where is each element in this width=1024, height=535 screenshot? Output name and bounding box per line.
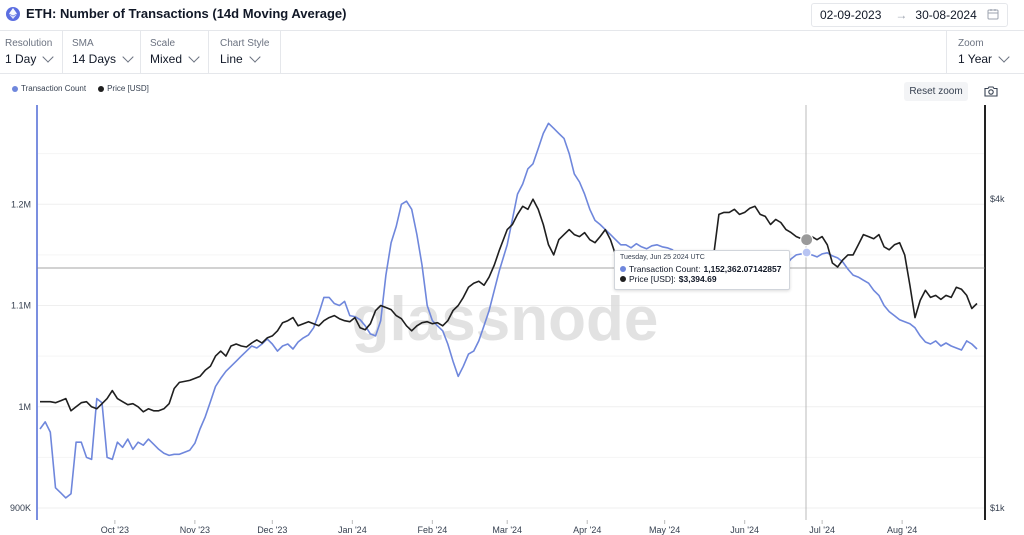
page-title: ETH: Number of Transactions (14d Moving … <box>26 6 347 21</box>
x-tick-label: Jun '24 <box>730 525 759 535</box>
reset-zoom-button[interactable]: Reset zoom <box>904 82 968 101</box>
chart-style-value: Line <box>220 52 243 66</box>
date-from[interactable]: 02-09-2023 <box>820 8 882 22</box>
calendar-icon[interactable] <box>987 8 999 20</box>
y-right-tick-label: $4k <box>990 194 1005 204</box>
sma-label: SMA <box>72 38 94 49</box>
scale-control[interactable]: Scale Mixed <box>140 31 209 73</box>
chart-style-control[interactable]: Chart Style Line <box>208 31 281 73</box>
tooltip-price-value: $3,394.69 <box>678 274 717 284</box>
date-range-picker[interactable]: 02-09-2023 → 30-08-2024 <box>811 3 1008 27</box>
scale-value: Mixed <box>150 52 183 66</box>
arrow-right-icon: → <box>895 8 908 22</box>
sma-value: 14 Days <box>72 52 117 66</box>
chart-style-label: Chart Style <box>220 38 270 49</box>
sma-select[interactable]: 14 Days <box>72 51 134 66</box>
title-wrap: ETH: Number of Transactions (14d Moving … <box>6 6 346 21</box>
tooltip-dot-icon <box>620 276 626 282</box>
series-line-transactions <box>39 122 978 499</box>
legend-item-price[interactable]: Price [USD] <box>98 84 149 93</box>
chevron-down-icon <box>998 51 1010 63</box>
scale-label: Scale <box>150 38 176 49</box>
tooltip-tx-label: Transaction Count: <box>629 264 701 274</box>
series-line-price <box>40 198 978 413</box>
x-tick-label: Apr '24 <box>573 525 601 535</box>
x-tick-label: Nov '23 <box>180 525 210 535</box>
watermark: glassnode <box>352 285 659 354</box>
x-tick-label: Dec '23 <box>257 525 287 535</box>
tooltip-dot-icon <box>620 266 626 272</box>
tooltip-price-label: Price [USD]: <box>629 274 676 284</box>
x-tick-label: Feb '24 <box>417 525 447 535</box>
zoom-label: Zoom <box>958 38 984 49</box>
scale-select[interactable]: Mixed <box>150 51 200 66</box>
x-tick-label: May '24 <box>649 525 680 535</box>
y-tick-label: 1.2M <box>11 199 31 209</box>
sma-control[interactable]: SMA 14 Days <box>62 31 141 73</box>
grid-lines <box>37 153 985 509</box>
legend-dot-icon <box>12 85 18 92</box>
x-tick-label: Mar '24 <box>492 525 522 535</box>
legend-item-transactions[interactable]: Transaction Count <box>12 84 86 93</box>
y-tick-label: 1M <box>18 402 31 412</box>
y-axis-right: $1k $4k <box>990 194 1005 513</box>
x-tick-label: Jul '24 <box>809 525 835 535</box>
zoom-select[interactable]: 1 Year <box>958 51 1010 66</box>
chart-controls: Resolution 1 Day SMA 14 Days Scale Mixed… <box>0 31 1024 74</box>
hover-tooltip: Tuesday, Jun 25 2024 UTC Transaction Cou… <box>614 250 790 290</box>
tooltip-tx-value: 1,152,362.07142857 <box>703 264 782 274</box>
resolution-control[interactable]: Resolution 1 Day <box>0 31 63 73</box>
chevron-down-icon <box>42 51 55 63</box>
x-tick-label: Aug '24 <box>887 525 917 535</box>
tooltip-row-transactions: Transaction Count: 1,152,362.07142857 <box>620 264 782 274</box>
chart-legend: Transaction Count Price [USD] <box>12 84 149 93</box>
resolution-label: Resolution <box>5 38 53 49</box>
hover-point-price <box>800 233 814 247</box>
legend-label-price: Price [USD] <box>107 84 149 93</box>
y-tick-label: 1.1M <box>11 301 31 311</box>
y-tick-label: 900K <box>10 503 31 513</box>
x-axis: Oct '23 Nov '23 Dec '23 Jan '24 Feb '24 Mar '… <box>101 520 917 535</box>
zoom-value: 1 Year <box>958 52 993 66</box>
legend-label-transactions: Transaction Count <box>21 84 87 93</box>
resolution-value: 1 Day <box>5 52 37 66</box>
resolution-select[interactable]: 1 Day <box>5 51 55 66</box>
chart-header: ETH: Number of Transactions (14d Moving … <box>0 0 1024 31</box>
x-tick-label: Oct '23 <box>101 525 129 535</box>
tooltip-date: Tuesday, Jun 25 2024 UTC <box>620 254 705 261</box>
camera-icon[interactable] <box>984 85 998 97</box>
chart-area[interactable]: glassnode 900K 1M 1.1M 1.2M $1k $4k Oct '23 N… <box>0 100 1024 535</box>
zoom-control[interactable]: Zoom 1 Year <box>946 31 1024 73</box>
chevron-down-icon <box>122 51 134 63</box>
x-tick-label: Jan '24 <box>338 525 367 535</box>
legend-dot-icon <box>98 85 105 92</box>
hover-point-transactions <box>801 247 812 258</box>
tooltip-row-price: Price [USD]: $3,394.69 <box>620 274 717 284</box>
ethereum-icon <box>6 6 20 21</box>
date-to[interactable]: 30-08-2024 <box>915 8 977 22</box>
chevron-down-icon <box>249 51 261 63</box>
chart-style-select[interactable]: Line <box>220 51 261 66</box>
y-axis-left: 900K 1M 1.1M 1.2M <box>10 199 31 513</box>
chevron-down-icon <box>188 51 200 63</box>
y-right-tick-label: $1k <box>990 503 1005 513</box>
